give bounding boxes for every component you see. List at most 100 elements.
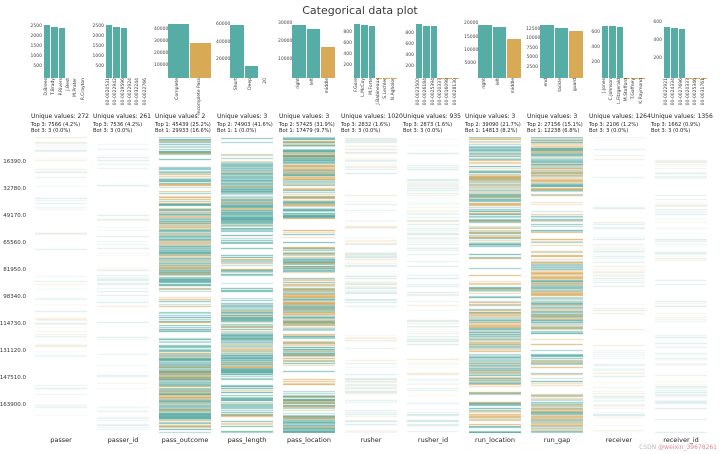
watermark-handle: @weixin_39678261 <box>658 444 717 451</box>
unique-values-label: Unique values: 2 <box>155 113 206 120</box>
bar-right <box>478 24 492 78</box>
x-tick-labels: 00-0020531 00-0022942 00-0019596 00-0022924… <box>106 78 149 111</box>
unique-values-label: Unique values: 272 <box>31 113 89 120</box>
y-tick-label: 15000 <box>464 34 479 40</box>
unique-values-label: Unique values: 1264 <box>589 113 651 120</box>
x-tick-label: M.Stafford <box>623 78 629 102</box>
index-tick-label: 147510.0 <box>0 375 26 381</box>
x-tick-cell: right <box>478 78 492 111</box>
category-heatmap <box>35 137 87 433</box>
y-tick-label: 7500 <box>526 45 538 51</box>
x-tick-cell: 00-0023500 <box>416 78 422 111</box>
x-tick-labels: J.Jones C.Johnson L.Fitzgerald M.Stafford T.… <box>602 78 645 111</box>
top-stat-label: Top 3: 2106 (1.2%) <box>589 122 639 128</box>
category-heatmap <box>593 137 645 433</box>
column-name-label: passer <box>50 436 72 444</box>
bar-D.Brees <box>44 25 51 78</box>
mini-bar-chart: 200 400 600 800 <box>402 22 464 78</box>
x-tick-label: 00-0020531 <box>105 78 111 106</box>
x-tick-cell: F.Gore <box>354 78 360 111</box>
bar-left <box>492 27 507 78</box>
x-tick-cell: 00-0022766 <box>143 78 149 111</box>
mini-bar-chart: 2500 5000 7500 10000 12500 <box>526 22 588 78</box>
bar-00-0022921 <box>664 27 671 78</box>
bar-M.Forte <box>368 26 375 78</box>
x-tick-labels: end tackle guard <box>540 78 583 111</box>
x-tick-cell: N.Agholor <box>391 78 397 111</box>
bars <box>540 22 584 78</box>
x-tick-label: R.Crayton <box>80 78 86 101</box>
index-tick-label: 32780.0 <box>3 186 26 192</box>
y-tick-label: 20000 <box>154 50 169 56</box>
x-tick-cell: 00-0022924 <box>128 78 134 111</box>
column-name-label: pass_length <box>227 436 267 444</box>
bar-Short <box>230 24 244 78</box>
x-tick-labels: right left middle <box>478 78 521 111</box>
x-tick-labels: right left middle <box>292 78 335 111</box>
x-tick-label: Deep <box>248 78 254 90</box>
bars <box>106 22 149 78</box>
bot-stat-label: Bot 3: 3 (0.0%) <box>403 128 443 134</box>
x-tick-label: P.Rivers <box>58 78 64 96</box>
y-tick-label: 12500 <box>526 26 541 32</box>
x-tick-label: 00-0023500 <box>415 78 421 106</box>
bar-tackle <box>554 27 569 78</box>
x-tick-cell: P.Rivers <box>59 78 65 111</box>
bar-middle <box>507 38 522 78</box>
bars <box>664 22 707 78</box>
top-stat-label: Top 2: 57425 (31.9%) <box>279 122 335 128</box>
category-heatmap <box>283 137 335 433</box>
x-tick-cell: 00-0025394 <box>431 78 437 111</box>
index-tick-label: 49170.0 <box>3 213 26 219</box>
bars <box>168 22 211 78</box>
top-stat-label: Top 3: 7566 (4.2%) <box>31 122 81 128</box>
x-tick-label: L.Fitzgerald <box>616 78 622 104</box>
bars <box>602 22 645 78</box>
category-heatmap <box>531 137 583 433</box>
y-tick-label: 2000 <box>92 33 104 39</box>
top-stat-label: Top 3: 2832 (1.6%) <box>341 122 391 128</box>
x-tick-cell: 00-0027696 <box>679 78 685 111</box>
column-receiver: 200 400 600 J.Jones C.Johnson L.Fitzgerald M.… <box>588 22 651 444</box>
unique-values-label: Unique values: 3 <box>279 113 330 120</box>
y-tick-label: 400 <box>653 38 662 44</box>
y-tick-label: 400 <box>343 52 352 58</box>
x-tick-label: 00-0026184 <box>423 78 429 106</box>
category-heatmap <box>221 137 273 433</box>
x-tick-label: F.Gore <box>353 78 359 93</box>
x-tick-cell: 00-0020337 <box>686 78 692 111</box>
column-rusher_id: 200 400 600 800 00-0023500 00-0026184 00-0025… <box>402 22 464 444</box>
y-tick-label: 200 <box>405 63 414 69</box>
x-tick-cell: J.Best <box>66 78 72 111</box>
x-tick-labels: Complete Incomplete Pass <box>168 78 211 115</box>
bars <box>44 22 87 78</box>
top-stat-label: Top 3: 1662 (0.9%) <box>651 122 701 128</box>
bar-L.Fitzgerald <box>616 26 623 78</box>
bar-J.Jones <box>602 25 609 78</box>
x-tick-cell: M.Prater <box>73 78 79 111</box>
x-tick-cell: Complete <box>168 78 189 111</box>
bar-L.McCoy <box>361 25 368 78</box>
unique-values-label: Unique values: 3 <box>527 113 578 120</box>
top-stat-label: Top 2: 39090 (21.7%) <box>465 122 521 128</box>
y-tick-label: 1500 <box>30 43 42 49</box>
x-tick-label: 00-0019596 <box>120 78 126 106</box>
bar-Complete <box>168 24 189 78</box>
x-tick-cell: right <box>292 78 306 111</box>
mini-bar-chart: 10000 20000 30000 40000 <box>154 22 216 78</box>
x-tick-cell: 00-0022942 <box>113 78 119 111</box>
x-tick-cell: Incomplete Pass <box>190 78 211 115</box>
category-heatmap <box>655 137 707 433</box>
bar-00-0019596 <box>120 28 127 78</box>
index-tick-label: 65560.0 <box>3 240 26 246</box>
bar-Deep <box>244 65 259 78</box>
bar-C.Johnson <box>609 26 616 78</box>
x-tick-cell: middle <box>321 78 335 111</box>
x-tick-cell: D.Brees <box>44 78 50 111</box>
y-tick-label: 30000 <box>154 39 169 45</box>
category-heatmap <box>469 137 521 433</box>
x-tick-cell: K.Raymond <box>639 78 645 111</box>
bar-00-0026184 <box>423 25 430 78</box>
x-tick-label: J.Best <box>65 78 71 91</box>
